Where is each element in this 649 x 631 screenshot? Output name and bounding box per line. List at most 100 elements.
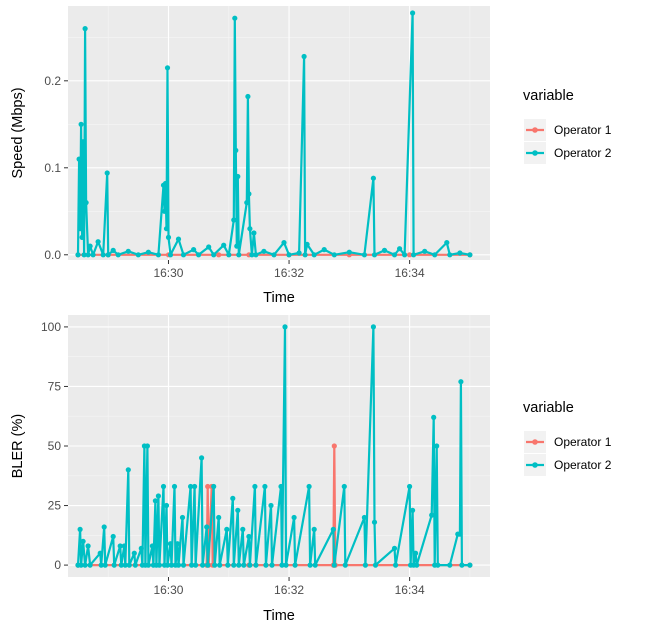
data-point [346,249,352,255]
data-point [104,170,110,176]
data-point [211,483,217,490]
data-point [162,180,169,187]
data-point [212,562,218,568]
data-point [431,414,437,420]
data-point [281,240,287,246]
data-point [135,252,141,258]
data-point [155,493,161,499]
data-point [244,200,250,206]
data-point [362,562,368,568]
data-point [236,252,242,258]
data-point [164,562,171,568]
data-point [252,483,258,490]
legend-key-point [532,462,538,468]
data-point [271,252,277,258]
data-point [82,562,88,568]
data-point [83,200,89,206]
data-point [402,252,408,258]
x-tick-label: 16:30 [153,583,183,597]
data-point [407,483,413,490]
data-point [414,562,420,568]
data-point [167,252,174,258]
data-point [180,562,187,568]
data-point [286,252,292,258]
data-point [282,324,288,330]
data-point [262,483,268,490]
data-point [132,562,138,568]
bler-chart: 0 25 50 75 100 16:30 16:32 16:34 Time BLER (%) var… [10,315,612,624]
data-point [361,252,367,258]
legend-label: Operator 2 [554,146,612,160]
data-point [144,443,150,449]
data-point [410,507,416,513]
data-point [249,252,255,258]
data-point [235,507,241,513]
data-point [79,234,85,240]
legend-key-point [532,127,538,133]
legend: variable Operator 1 Operator 2 [523,88,612,164]
y-tick-label: 50 [48,439,62,453]
data-point [204,524,210,530]
data-point [145,562,151,568]
data-point [251,230,257,236]
data-point [90,252,96,258]
legend-title: variable [523,88,574,104]
data-point [205,483,211,490]
data-point [78,562,84,568]
data-point [161,208,168,214]
data-point [236,562,242,568]
data-point [110,247,116,253]
data-point [306,483,312,490]
data-point [311,526,317,533]
data-point [444,240,450,246]
data-point [371,519,378,525]
data-point [269,562,275,568]
data-point [246,191,252,197]
legend-key-point [532,439,538,445]
data-point [125,248,131,254]
data-point [97,550,103,556]
data-point [216,514,222,521]
data-point [371,252,378,258]
data-point [225,562,231,568]
data-point [459,562,465,568]
data-point [189,562,195,568]
data-point [234,243,240,249]
data-point [447,562,453,568]
data-point [241,562,247,568]
data-point [391,252,398,258]
data-point [87,243,93,249]
data-point [304,241,310,247]
data-point [391,545,398,552]
data-point [235,173,241,180]
data-point [117,543,123,549]
data-point [341,483,347,490]
data-point [370,324,376,330]
data-point [211,252,217,258]
data-point [171,483,178,490]
y-tick-label: 25 [48,499,62,513]
data-point [81,252,87,258]
y-tick-label: 0.1 [44,161,61,175]
data-point [118,562,124,568]
legend-title: variable [523,400,574,416]
legend-key-point [532,150,538,156]
data-point [80,139,86,145]
data-point [263,562,269,568]
y-axis-title: BLER (%) [10,414,26,478]
data-point [253,562,259,568]
data-point [261,248,267,254]
data-point [226,252,232,258]
data-point [278,483,284,490]
data-point [156,562,162,568]
data-point [82,26,88,32]
data-point [77,226,83,232]
data-point [179,514,186,521]
data-point [115,252,121,258]
data-point [78,121,84,127]
speed-chart: 0.0 0.1 0.2 16:30 16:32 16:34 Time Speed (Mbps)… [10,6,612,306]
data-point [126,562,132,568]
x-axis-title: Time [263,290,295,306]
data-point [458,379,464,385]
